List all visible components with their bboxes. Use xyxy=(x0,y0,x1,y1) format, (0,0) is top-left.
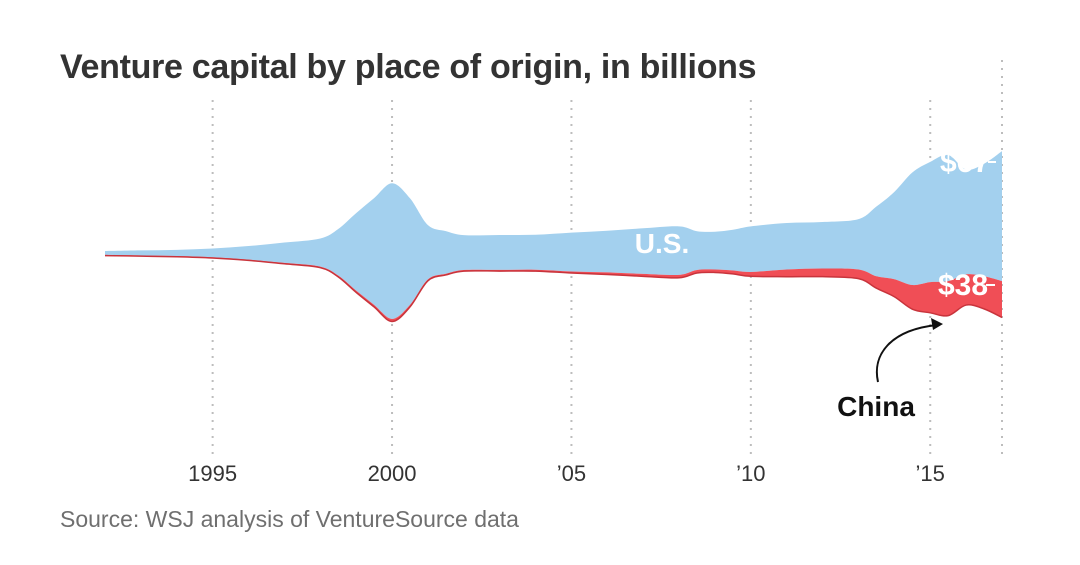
source-note: Source: WSJ analysis of VentureSource da… xyxy=(60,506,519,532)
us-series-label: U.S. xyxy=(635,228,689,259)
x-tick-label: ’15 xyxy=(916,461,945,486)
x-tick-label: 1995 xyxy=(188,461,237,486)
china-series-area xyxy=(105,254,1002,322)
china-end-value-label: $38 xyxy=(938,269,988,302)
china-annotation-arrowhead xyxy=(931,318,943,330)
china-annotation-label: China xyxy=(837,391,915,422)
x-tick-label: ’05 xyxy=(557,461,586,486)
china-series-edge xyxy=(104,254,1003,323)
x-tick-label: 2000 xyxy=(368,461,417,486)
us-end-value-label: $67 xyxy=(940,146,990,179)
china-annotation-arrow xyxy=(875,324,938,383)
us-series-area xyxy=(105,151,1002,319)
x-axis: 1995 2000 ’05 ’10 ’15 xyxy=(188,461,945,486)
x-tick-label: ’10 xyxy=(736,461,765,486)
chart-title: Venture capital by place of origin, in b… xyxy=(60,48,757,86)
